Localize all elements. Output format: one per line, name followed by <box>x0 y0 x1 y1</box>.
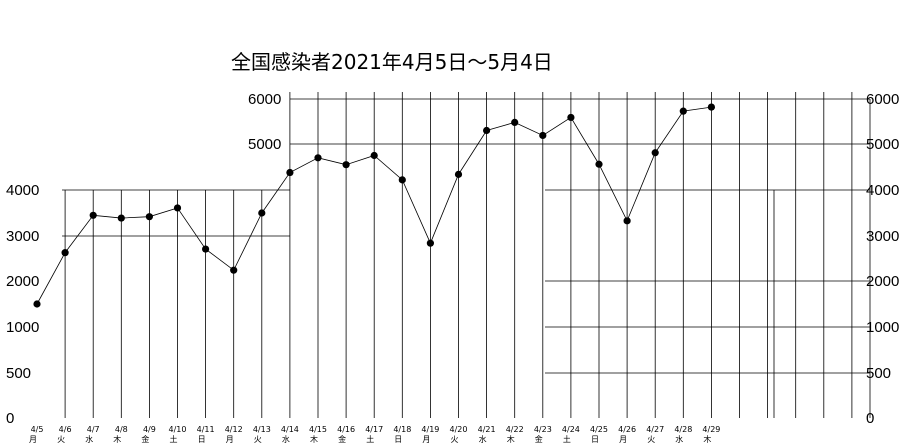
y-tick-right: 2000 <box>866 273 899 290</box>
y-tick-right: 5000 <box>866 136 899 153</box>
x-axis: 4/5月4/6火4/7水4/8木4/9金4/10土4/11日4/12月4/13火… <box>29 425 720 444</box>
x-tick-weekday: 木 <box>507 434 515 444</box>
data-point <box>707 103 716 111</box>
x-tick-date: 4/25 <box>590 425 608 434</box>
x-tick-date: 4/22 <box>506 425 524 434</box>
x-tick-date: 4/7 <box>87 425 100 434</box>
x-tick-weekday: 水 <box>675 434 683 444</box>
x-tick-date: 4/11 <box>197 425 215 434</box>
data-point <box>511 118 519 126</box>
y-tick-left: 2000 <box>6 273 39 290</box>
data-point <box>286 168 294 177</box>
x-tick-date: 4/12 <box>225 425 243 434</box>
x-tick-date: 4/24 <box>562 425 580 434</box>
x-tick-date: 4/8 <box>115 425 128 434</box>
x-tick-date: 4/17 <box>365 425 383 434</box>
x-tick-weekday: 日 <box>198 435 206 444</box>
data-point <box>173 204 182 212</box>
x-tick-weekday: 水 <box>479 434 487 444</box>
x-tick-date: 4/23 <box>534 425 552 434</box>
x-tick-weekday: 火 <box>451 435 459 444</box>
data-point <box>89 211 97 219</box>
x-tick-date: 4/20 <box>450 425 468 434</box>
y-tick-right: 500 <box>866 365 891 382</box>
x-tick-date: 4/26 <box>618 425 636 434</box>
x-tick-weekday: 金 <box>338 434 346 444</box>
data-point <box>623 217 631 225</box>
grid <box>62 92 871 418</box>
y-tick-left: 4000 <box>6 182 39 199</box>
y-axis-left: 0 500 1000 2000 3000 4000 5000 6000 <box>6 91 281 427</box>
x-tick-weekday: 水 <box>282 434 290 444</box>
x-tick-weekday: 日 <box>591 435 599 444</box>
data-points <box>33 103 716 308</box>
x-tick-weekday: 金 <box>141 434 149 444</box>
data-point <box>426 239 434 247</box>
y-tick-left: 5000 <box>248 136 281 153</box>
x-tick-weekday: 水 <box>85 434 93 444</box>
x-tick-weekday: 月 <box>422 435 430 444</box>
data-point <box>679 107 687 115</box>
y-tick-left: 1000 <box>6 319 39 336</box>
x-tick-date: 4/29 <box>702 425 720 434</box>
x-tick-date: 4/16 <box>337 425 355 434</box>
x-tick-weekday: 木 <box>113 434 121 444</box>
x-tick-date: 4/14 <box>281 425 299 434</box>
x-tick-date: 4/13 <box>253 425 271 434</box>
y-tick-left: 0 <box>6 410 14 427</box>
y-tick-right: 0 <box>866 410 874 427</box>
x-tick-date: 4/28 <box>674 425 692 434</box>
y-tick-left: 3000 <box>6 228 39 245</box>
x-tick-weekday: 火 <box>647 435 655 444</box>
y-tick-left: 500 <box>6 365 31 382</box>
x-tick-weekday: 金 <box>535 434 543 444</box>
x-tick-date: 4/5 <box>31 425 44 434</box>
chart-title: 全国感染者2021年4月5日～5月4日 <box>231 50 553 74</box>
x-tick-date: 4/27 <box>646 425 664 434</box>
x-tick-date: 4/18 <box>393 425 411 434</box>
x-tick-weekday: 木 <box>703 434 711 444</box>
data-point <box>230 266 238 274</box>
data-point <box>595 160 603 168</box>
data-point <box>258 209 266 217</box>
y-tick-right: 4000 <box>866 182 899 199</box>
data-point <box>33 300 41 308</box>
x-tick-weekday: 火 <box>254 435 262 444</box>
x-tick-weekday: 日 <box>394 435 402 444</box>
x-tick-weekday: 月 <box>619 435 627 444</box>
x-tick-weekday: 月 <box>29 435 37 444</box>
x-tick-weekday: 月 <box>226 435 234 444</box>
data-point <box>567 113 575 122</box>
y-tick-right: 1000 <box>866 319 899 336</box>
x-tick-date: 4/10 <box>169 425 187 434</box>
data-point <box>539 131 547 140</box>
data-point <box>483 126 491 135</box>
x-tick-weekday: 木 <box>310 434 318 444</box>
x-tick-weekday: 土 <box>563 434 571 444</box>
x-tick-date: 4/9 <box>143 425 156 434</box>
y-tick-right: 3000 <box>866 228 899 245</box>
data-point <box>117 214 125 222</box>
data-point <box>145 213 153 221</box>
data-point <box>398 176 406 184</box>
y-axis-right: 0 500 1000 2000 3000 4000 5000 6000 <box>866 91 899 427</box>
data-point <box>342 161 350 169</box>
data-point <box>651 149 659 157</box>
x-tick-date: 4/6 <box>59 425 72 434</box>
data-point <box>61 249 69 257</box>
x-tick-date: 4/21 <box>478 425 496 434</box>
x-tick-date: 4/15 <box>309 425 327 434</box>
y-tick-right: 6000 <box>866 91 899 108</box>
data-point <box>314 154 322 162</box>
x-tick-weekday: 火 <box>57 435 65 444</box>
data-point <box>370 151 378 160</box>
y-tick-left: 6000 <box>248 91 281 108</box>
data-point <box>454 170 463 178</box>
data-point <box>202 245 210 253</box>
x-tick-date: 4/19 <box>421 425 439 434</box>
x-tick-weekday: 土 <box>366 434 374 444</box>
x-tick-weekday: 土 <box>170 434 178 444</box>
